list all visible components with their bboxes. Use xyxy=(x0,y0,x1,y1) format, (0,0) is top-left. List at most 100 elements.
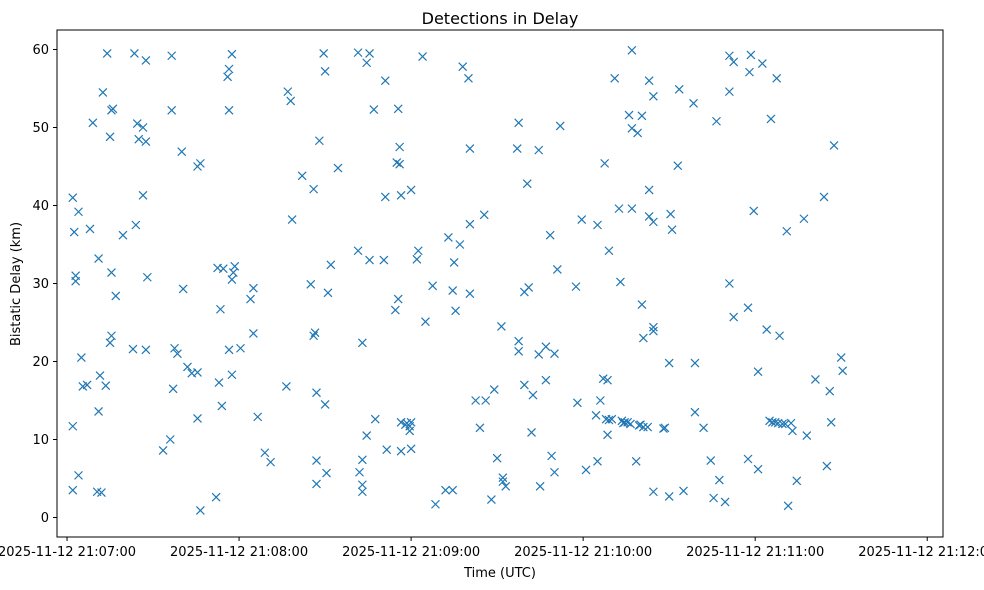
data-point-136 xyxy=(431,499,440,509)
data-point-198 xyxy=(614,204,624,214)
data-point-237 xyxy=(690,407,700,417)
data-point-8 xyxy=(76,353,86,363)
data-point-79 xyxy=(283,87,293,97)
data-point-145 xyxy=(464,73,473,83)
data-point-221 xyxy=(648,91,658,101)
data-point-148 xyxy=(465,144,475,153)
data-point-159 xyxy=(501,481,511,491)
data-point-262 xyxy=(772,73,782,83)
data-point-128 xyxy=(406,417,416,427)
data-points xyxy=(68,45,848,515)
data-point-249 xyxy=(743,303,753,313)
data-point-85 xyxy=(309,331,319,341)
data-point-1 xyxy=(68,421,78,431)
data-point-130 xyxy=(406,185,416,195)
data-point-160 xyxy=(512,144,522,153)
y-tick-label-1: 10 xyxy=(32,433,49,448)
data-point-132 xyxy=(413,246,423,256)
data-point-119 xyxy=(395,159,405,169)
data-point-231 xyxy=(667,225,677,235)
data-point-210 xyxy=(633,128,643,138)
data-point-73 xyxy=(248,283,258,293)
data-point-206 xyxy=(627,123,637,133)
data-point-139 xyxy=(448,485,458,495)
data-point-95 xyxy=(323,288,333,298)
data-point-256 xyxy=(757,59,767,68)
data-point-42 xyxy=(167,51,177,61)
x-tick-label-3: 2025-11-12 21:10:00 xyxy=(514,545,652,560)
data-point-97 xyxy=(333,163,343,173)
data-point-190 xyxy=(600,158,610,168)
data-point-56 xyxy=(211,492,221,502)
data-point-84 xyxy=(309,184,319,194)
data-point-61 xyxy=(218,264,228,274)
data-point-152 xyxy=(481,396,491,405)
data-point-161 xyxy=(514,118,524,128)
data-point-118 xyxy=(393,294,403,304)
data-point-209 xyxy=(631,456,641,466)
data-point-108 xyxy=(365,255,374,265)
data-point-188 xyxy=(595,396,605,405)
data-point-235 xyxy=(689,98,698,108)
data-point-238 xyxy=(699,423,709,433)
data-point-2 xyxy=(68,485,78,495)
data-point-10 xyxy=(82,380,92,390)
data-point-94 xyxy=(322,468,331,478)
data-point-103 xyxy=(357,480,367,490)
data-point-254 xyxy=(753,367,763,377)
data-point-17 xyxy=(97,488,106,497)
data-point-205 xyxy=(626,419,635,429)
data-point-273 xyxy=(802,431,812,441)
data-point-163 xyxy=(514,346,524,356)
data-point-242 xyxy=(714,475,724,485)
data-point-274 xyxy=(810,375,820,384)
data-point-82 xyxy=(297,171,307,181)
data-point-92 xyxy=(320,66,330,76)
x-tick-label-0: 2025-11-12 21:07:00 xyxy=(0,545,136,560)
data-point-109 xyxy=(369,105,379,114)
x-tick-label-1: 2025-11-12 21:08:00 xyxy=(170,545,308,560)
data-point-195 xyxy=(604,415,614,425)
data-point-149 xyxy=(471,396,481,405)
data-point-90 xyxy=(314,136,324,146)
data-point-105 xyxy=(362,58,372,68)
data-point-6 xyxy=(74,207,83,217)
data-point-110 xyxy=(370,414,380,424)
data-point-15 xyxy=(94,254,104,263)
data-point-83 xyxy=(306,279,316,289)
data-point-203 xyxy=(623,417,633,427)
data-point-170 xyxy=(534,145,544,155)
data-point-11 xyxy=(85,224,95,234)
data-point-49 xyxy=(183,362,192,372)
data-point-280 xyxy=(836,353,846,363)
data-point-156 xyxy=(497,321,506,331)
x-axis-label: Time (UTC) xyxy=(463,566,536,581)
data-point-150 xyxy=(475,423,485,433)
data-point-252 xyxy=(746,50,756,60)
data-point-138 xyxy=(443,233,453,242)
x-axis: 2025-11-12 21:07:00 2025-11-12 21:08:00 20… xyxy=(0,537,984,560)
data-point-116 xyxy=(392,158,402,168)
data-point-106 xyxy=(362,431,372,441)
data-point-31 xyxy=(131,220,141,230)
y-tick-label-6: 60 xyxy=(32,43,49,58)
data-point-236 xyxy=(690,358,700,368)
data-point-181 xyxy=(571,282,581,292)
data-point-265 xyxy=(778,419,787,429)
data-point-271 xyxy=(792,476,802,486)
data-point-0 xyxy=(68,193,78,203)
data-point-240 xyxy=(709,493,719,503)
data-point-5 xyxy=(71,271,81,281)
data-point-179 xyxy=(552,265,562,274)
data-point-121 xyxy=(396,190,406,200)
data-point-27 xyxy=(111,291,121,301)
data-point-180 xyxy=(555,121,565,131)
data-point-28 xyxy=(118,230,128,240)
data-point-269 xyxy=(786,418,796,428)
data-point-22 xyxy=(105,338,115,348)
data-point-259 xyxy=(766,114,776,124)
data-point-126 xyxy=(405,426,415,436)
data-point-177 xyxy=(550,467,559,477)
data-point-228 xyxy=(664,492,674,501)
